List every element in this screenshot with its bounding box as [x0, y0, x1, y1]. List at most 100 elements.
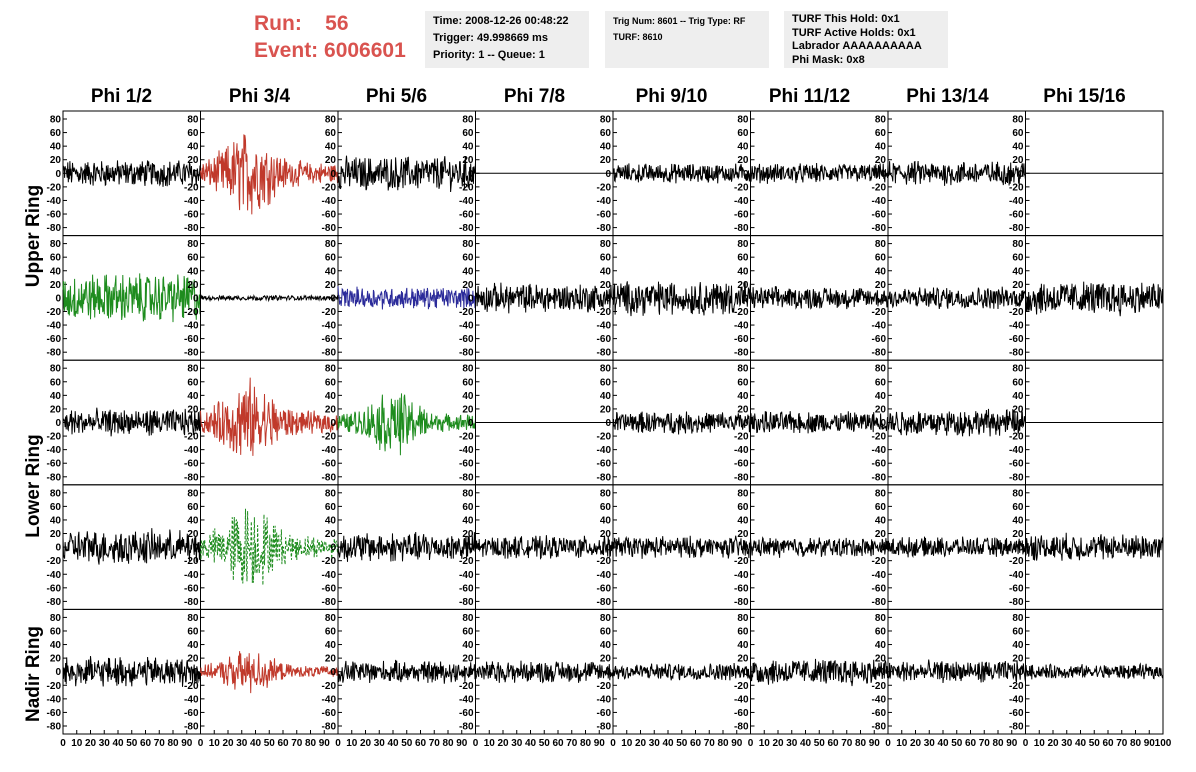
y-tick-label: 0 [193, 418, 199, 429]
y-tick-label: -60 [1009, 459, 1024, 470]
y-tick-label: -20 [322, 681, 337, 692]
y-tick-label: 60 [600, 253, 612, 264]
x-tick-label: 70 [566, 738, 578, 749]
waveform-line [337, 155, 476, 193]
x-tick-label: 10 [896, 738, 908, 749]
y-tick-label: -80 [597, 722, 612, 733]
y-tick-label: -60 [734, 459, 749, 470]
waveform-line [887, 408, 1026, 437]
y-tick-label: 40 [187, 142, 199, 153]
y-tick-label: -20 [47, 681, 62, 692]
y-tick-label: -20 [734, 556, 749, 567]
waveform-line [200, 293, 339, 303]
y-tick-label: -80 [47, 597, 62, 608]
run-label: Run: 56 [254, 12, 349, 35]
y-tick-label: -40 [184, 694, 199, 705]
y-tick-label: -20 [184, 432, 199, 443]
x-tick-label: 0 [473, 738, 479, 749]
y-tick-label: -60 [184, 334, 199, 345]
x-tick-label: 20 [635, 738, 647, 749]
y-tick-label: 0 [743, 418, 749, 429]
y-tick-label: -20 [459, 307, 474, 318]
y-tick-label: -60 [47, 210, 62, 221]
x-tick-label: 50 [814, 738, 826, 749]
y-tick-label: 20 [187, 280, 199, 291]
y-tick-label: -80 [872, 722, 887, 733]
x-tick-label: 40 [662, 738, 674, 749]
y-tick-label: -20 [1009, 681, 1024, 692]
x-tick-label: 80 [992, 738, 1004, 749]
x-tick-label: 50 [401, 738, 413, 749]
info-line: Priority: 1 -- Queue: 1 [433, 49, 545, 61]
y-tick-label: 60 [737, 128, 749, 139]
y-tick-label: 20 [600, 155, 612, 166]
y-tick-label: 80 [325, 239, 337, 250]
x-tick-label: 60 [827, 738, 839, 749]
y-tick-label: 80 [1012, 364, 1024, 375]
waveform-line [750, 411, 889, 434]
x-tick-label: 40 [112, 738, 124, 749]
y-tick-label: 40 [1012, 142, 1024, 153]
y-tick-label: -60 [597, 708, 612, 719]
y-tick-label: -80 [597, 472, 612, 483]
waveform-line [887, 536, 1026, 559]
y-tick-label: -40 [872, 694, 887, 705]
y-tick-label: -80 [322, 472, 337, 483]
y-tick-label: 20 [737, 404, 749, 415]
y-tick-label: -40 [459, 321, 474, 332]
y-tick-label: -40 [734, 196, 749, 207]
y-tick-label: -80 [1009, 722, 1024, 733]
y-tick-label: 0 [605, 293, 611, 304]
y-tick-label: 60 [50, 626, 62, 637]
x-tick-label: 30 [924, 738, 936, 749]
y-tick-label: 0 [468, 293, 474, 304]
y-tick-label: -40 [322, 321, 337, 332]
y-tick-label: -40 [322, 694, 337, 705]
y-tick-label: 0 [468, 169, 474, 180]
y-tick-label: 80 [50, 364, 62, 375]
y-tick-label: 20 [325, 155, 337, 166]
waveform-line [1025, 662, 1164, 680]
waveform-line [612, 281, 751, 317]
y-tick-label: -40 [1009, 694, 1024, 705]
waveform-line [62, 528, 201, 565]
waveform-line [612, 163, 751, 184]
y-tick-label: -20 [597, 556, 612, 567]
y-tick-label: -20 [872, 681, 887, 692]
y-tick-label: 60 [737, 626, 749, 637]
y-tick-label: -20 [459, 681, 474, 692]
y-tick-label: -40 [47, 694, 62, 705]
x-tick-label: 60 [277, 738, 289, 749]
y-tick-label: 80 [600, 488, 612, 499]
y-tick-label: 60 [1012, 377, 1024, 388]
y-tick-label: 20 [600, 654, 612, 665]
x-tick-label: 40 [937, 738, 949, 749]
y-tick-label: -20 [322, 307, 337, 318]
y-tick-label: 0 [330, 169, 336, 180]
waveform-line [612, 662, 751, 681]
y-tick-label: -20 [322, 182, 337, 193]
y-tick-label: 0 [880, 667, 886, 678]
y-tick-label: 40 [600, 142, 612, 153]
x-tick-label: 80 [305, 738, 317, 749]
waveform-line [750, 162, 889, 184]
y-tick-label: -80 [184, 597, 199, 608]
x-tick-label: 60 [415, 738, 427, 749]
y-tick-label: -20 [734, 432, 749, 443]
y-tick-label: 0 [1018, 293, 1024, 304]
y-tick-label: 60 [875, 253, 887, 264]
x-tick-label: 40 [1075, 738, 1087, 749]
y-tick-label: 40 [462, 515, 474, 526]
x-tick-label: 90 [1144, 738, 1156, 749]
y-tick-label: -60 [459, 459, 474, 470]
y-tick-label: -40 [734, 570, 749, 581]
x-tick-label: 90 [456, 738, 468, 749]
y-tick-label: -20 [872, 556, 887, 567]
y-tick-label: 20 [737, 280, 749, 291]
y-tick-label: 0 [330, 543, 336, 554]
y-tick-label: 20 [462, 280, 474, 291]
y-tick-label: -40 [734, 694, 749, 705]
waveform-line [887, 286, 1026, 310]
column-header: Phi 13/14 [906, 86, 989, 107]
